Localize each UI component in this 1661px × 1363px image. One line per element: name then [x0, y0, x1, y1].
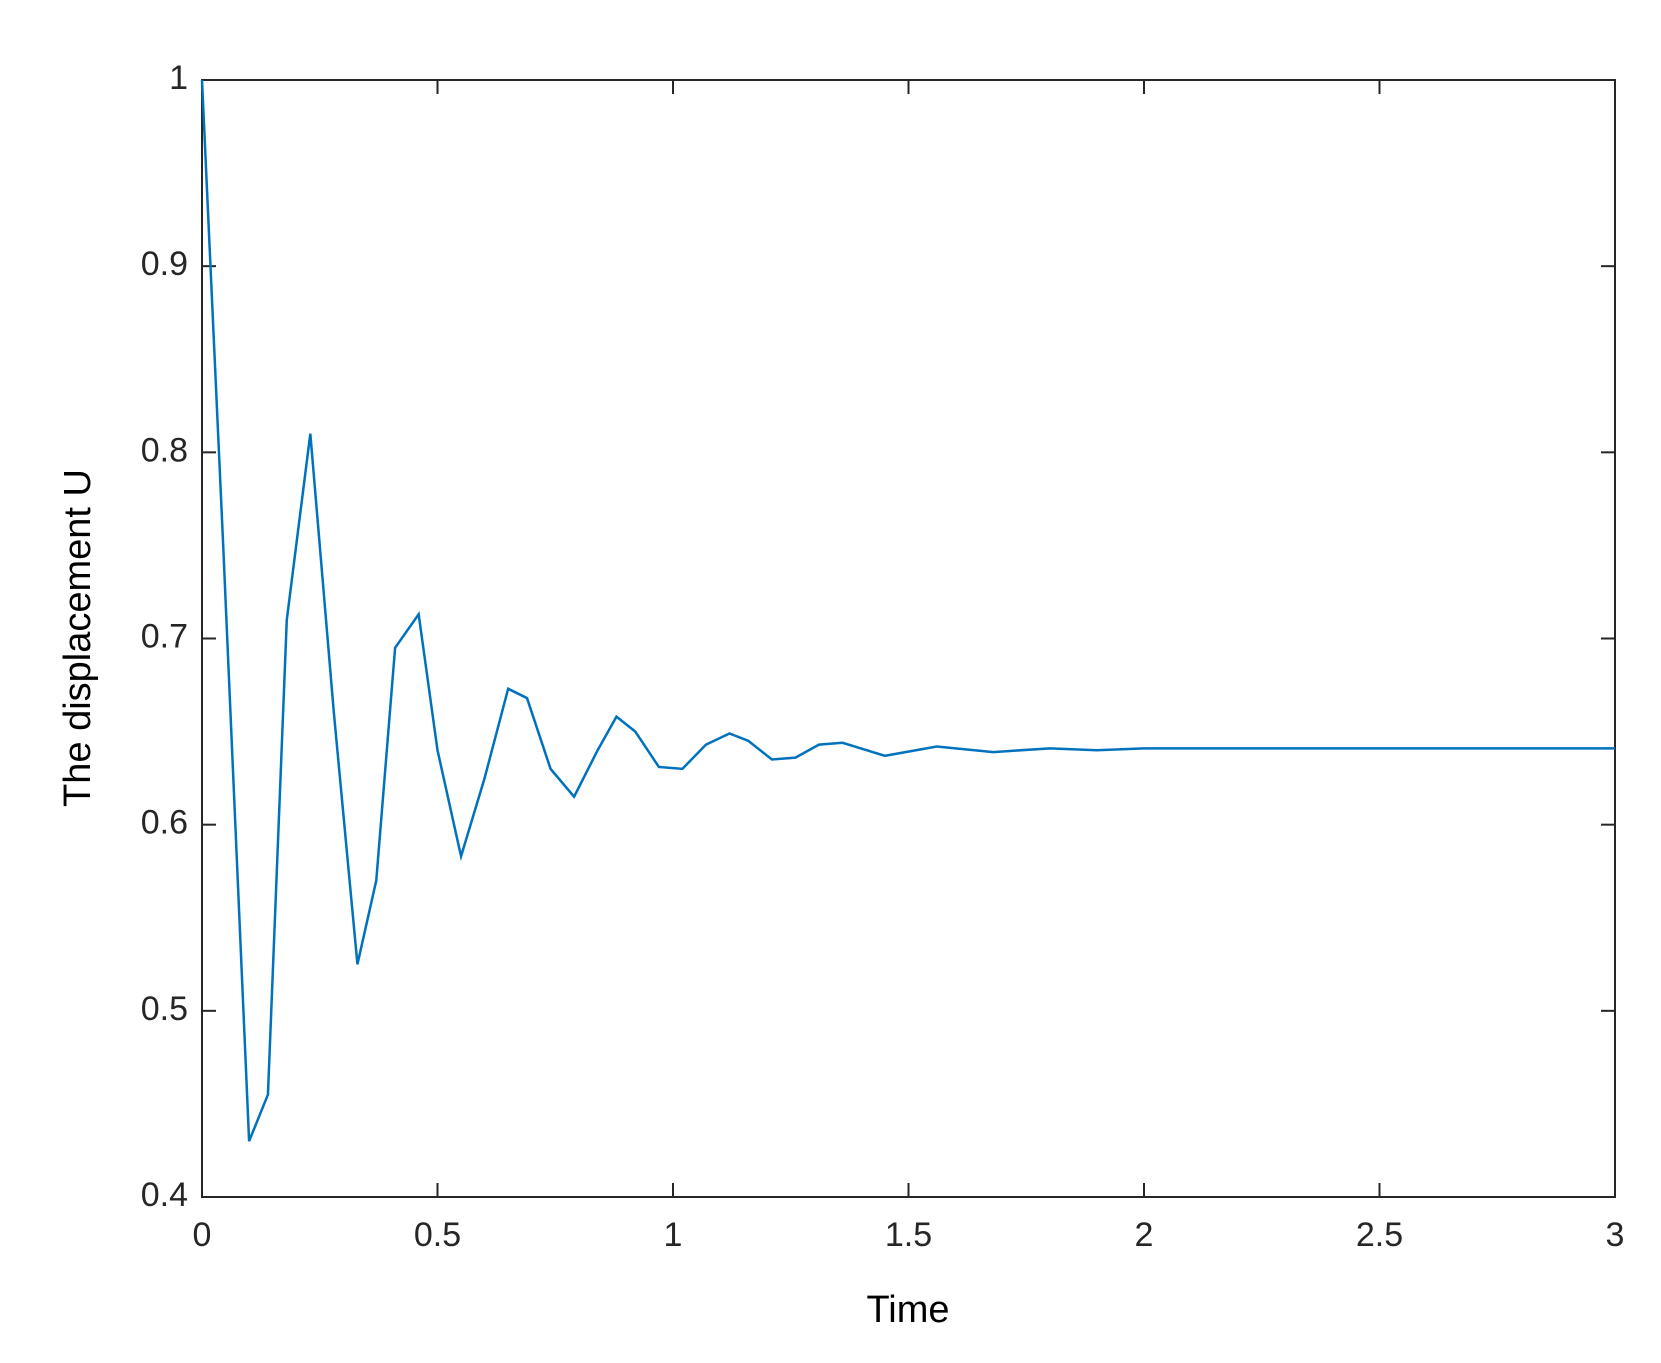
x-tick-label: 0: [193, 1216, 212, 1254]
y-tick-label: 0.9: [141, 245, 188, 283]
y-axis-label: The displacement U: [57, 469, 99, 807]
x-tick-label: 3: [1606, 1216, 1625, 1254]
x-axis-label: Time: [866, 1289, 949, 1331]
y-tick-label: 0.5: [141, 990, 188, 1028]
x-tick-label: 1: [664, 1216, 683, 1254]
plot-frame: [201, 79, 1616, 1198]
y-tick-label: 0.8: [141, 431, 188, 469]
data-line: [200, 79, 1615, 1142]
y-tick-label: 0.6: [141, 804, 188, 842]
y-tick-label: 0.4: [141, 1176, 188, 1214]
x-tick-label: 1.5: [885, 1216, 932, 1254]
y-tick-label: 1: [169, 59, 188, 97]
y-tick-label: 0.7: [141, 617, 188, 655]
x-tick-label: 0.5: [414, 1216, 461, 1254]
x-tick-label: 2.5: [1356, 1216, 1403, 1254]
x-tick-label: 2: [1135, 1216, 1154, 1254]
